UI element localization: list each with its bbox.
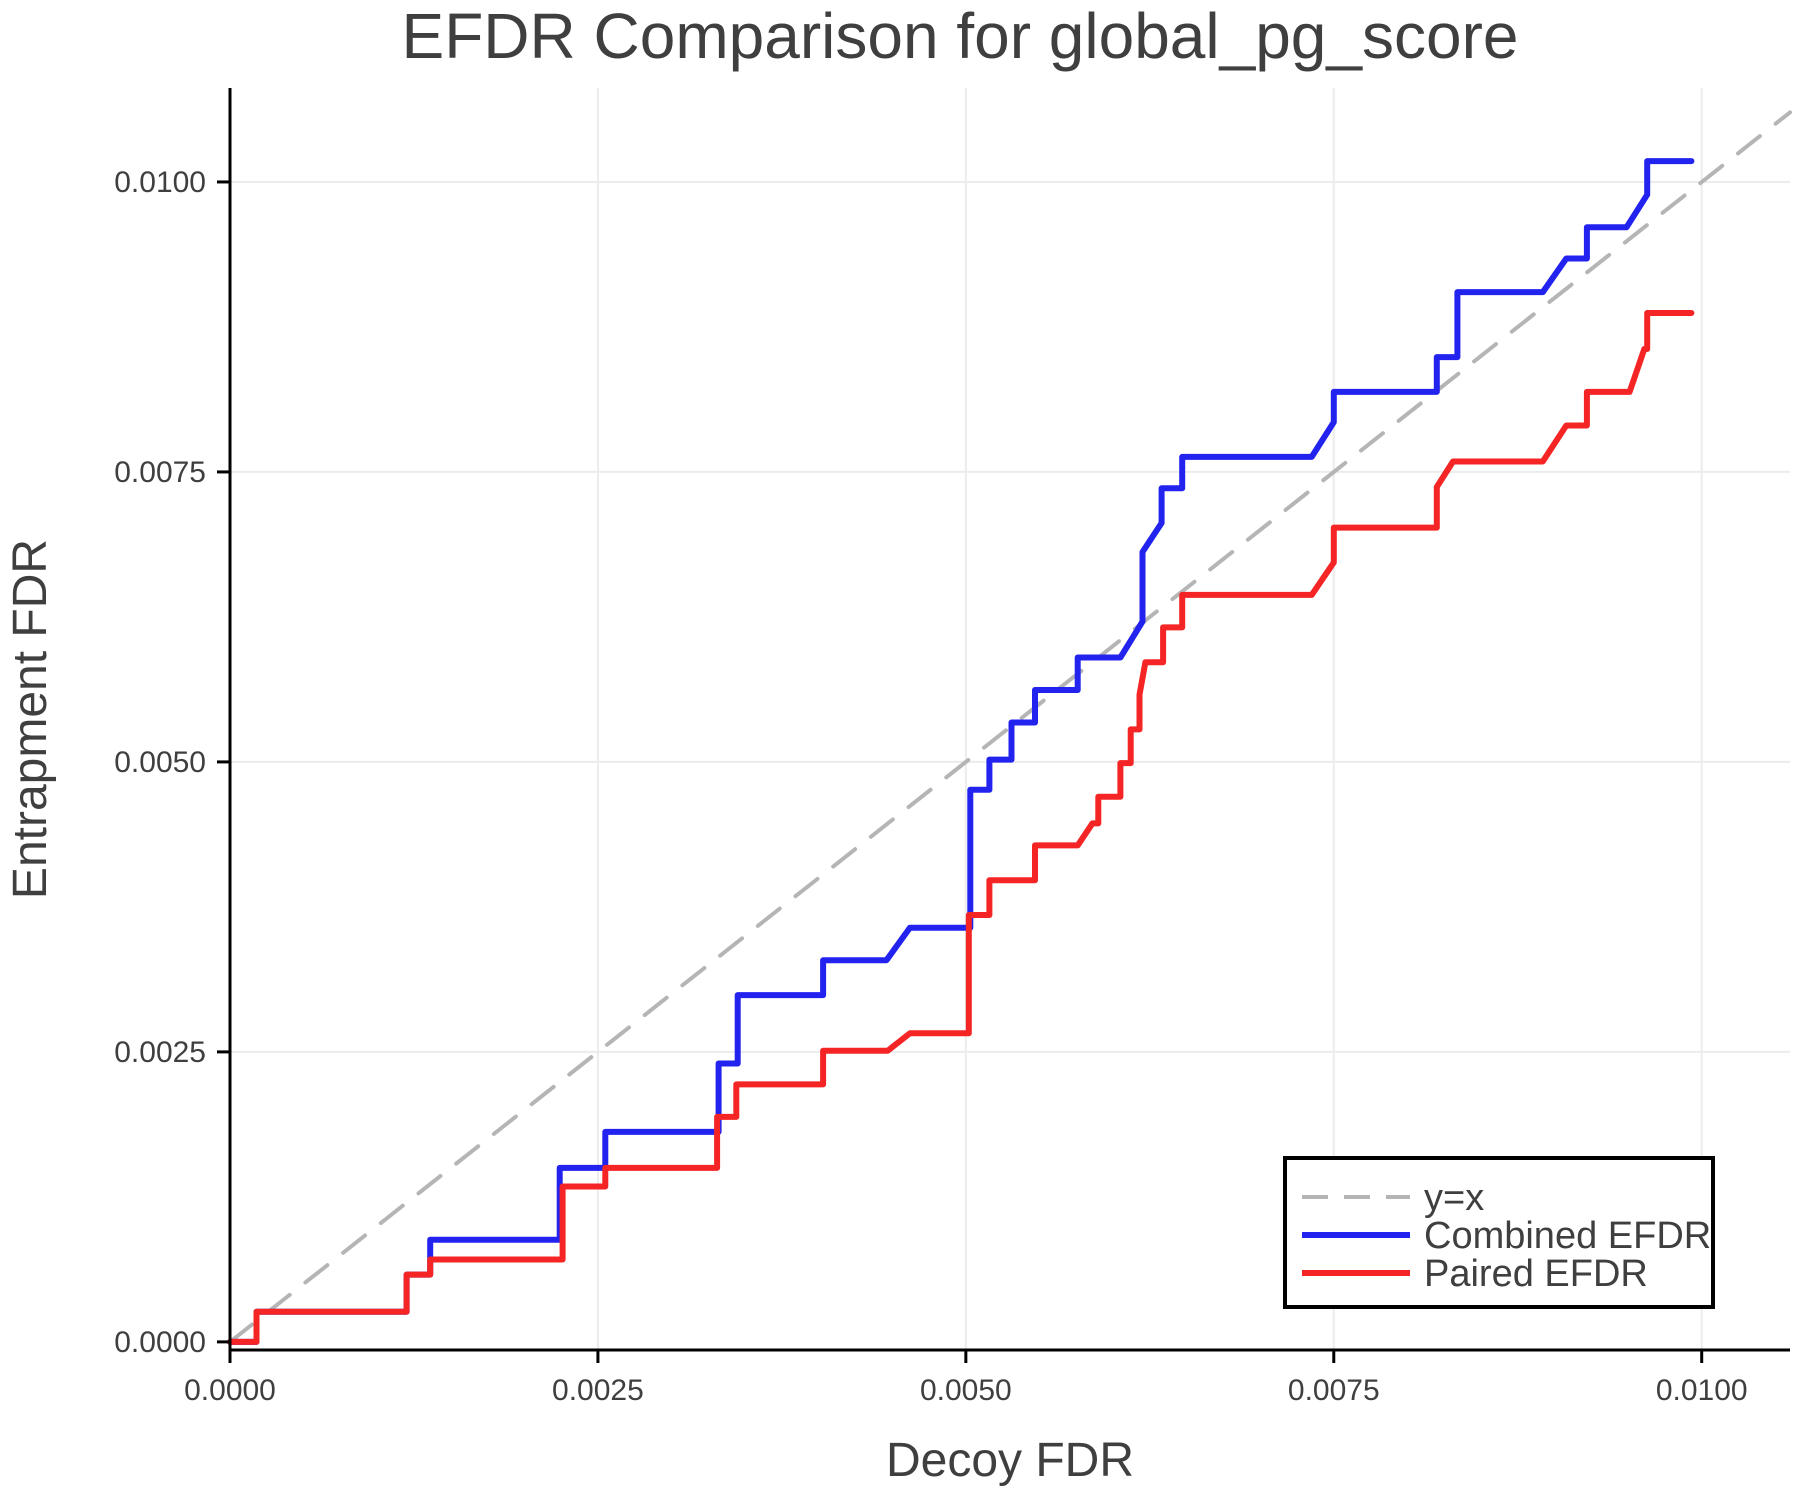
x-axis-label: Decoy FDR bbox=[886, 1434, 1134, 1487]
x-tick-label: 0.0025 bbox=[552, 1374, 644, 1407]
y-tick-label: 0.0025 bbox=[114, 1036, 206, 1069]
x-tick-label: 0.0075 bbox=[1288, 1374, 1380, 1407]
y-tick-label: 0.0075 bbox=[114, 456, 206, 489]
paired-efdr-line bbox=[227, 310, 1695, 1345]
x-ticks bbox=[228, 1350, 1704, 1363]
chart-title: EFDR Comparison for global_pg_score bbox=[402, 0, 1519, 72]
legend: y=x Combined EFDR Paired EFDR bbox=[1283, 1156, 1715, 1309]
series-lines bbox=[227, 110, 1792, 1345]
y-tick-label: 0.0050 bbox=[114, 746, 206, 779]
y-ticks bbox=[217, 180, 230, 1344]
x-tick-label: 0.0050 bbox=[920, 1374, 1012, 1407]
legend-label-identity: y=x bbox=[1424, 1177, 1484, 1219]
y-tick-labels: 0.0000 0.0025 0.0050 0.0075 0.0100 bbox=[114, 166, 206, 1359]
legend-label-paired: Paired EFDR bbox=[1424, 1253, 1648, 1295]
y-tick-label: 0.0100 bbox=[114, 166, 206, 199]
identity-line bbox=[228, 110, 1792, 1344]
y-tick-label: 0.0000 bbox=[114, 1326, 206, 1359]
x-tick-label: 0.0100 bbox=[1656, 1374, 1748, 1407]
legend-label-combined: Combined EFDR bbox=[1424, 1215, 1711, 1257]
y-axis-label: Entrapment FDR bbox=[4, 539, 57, 899]
x-tick-label: 0.0000 bbox=[184, 1374, 276, 1407]
x-tick-labels: 0.0000 0.0025 0.0050 0.0075 0.0100 bbox=[184, 1374, 1747, 1407]
combined-efdr-line bbox=[227, 158, 1695, 1345]
